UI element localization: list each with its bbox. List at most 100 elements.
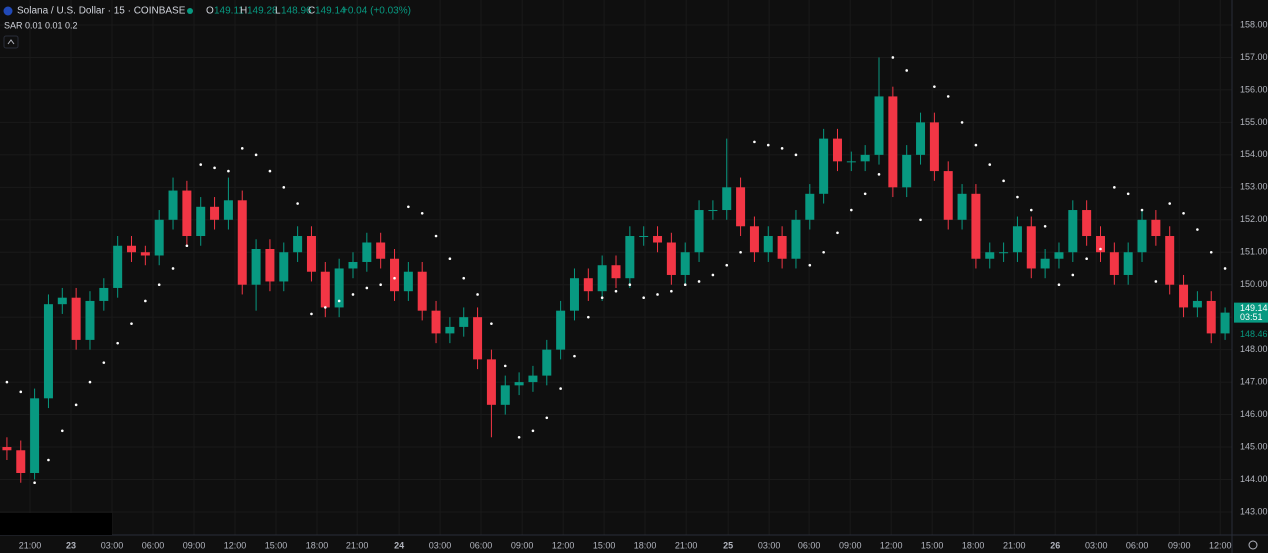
- sar-dot: [753, 140, 756, 144]
- candle-body: [556, 310, 566, 350]
- sar-dot: [19, 390, 23, 394]
- x-tick-label: 18:00: [962, 540, 985, 550]
- candle-body: [1123, 252, 1133, 275]
- candle-body: [348, 261, 358, 269]
- sar-dot: [1016, 195, 1019, 199]
- sar-dot: [960, 121, 964, 124]
- candle-body: [99, 287, 109, 301]
- sar-dot: [337, 299, 341, 303]
- x-tick-label: 18:00: [306, 540, 329, 550]
- sar-dot: [1113, 186, 1116, 189]
- symbol-icon: [3, 6, 13, 16]
- sar-dot: [877, 173, 881, 176]
- y-tick-label: 156.00: [1240, 84, 1268, 94]
- legend-h: 149.28: [247, 6, 278, 17]
- candle-body: [805, 193, 815, 220]
- sar-dot: [213, 166, 216, 170]
- candle-body: [2, 447, 12, 451]
- candle-body: [251, 248, 261, 285]
- candle-body: [127, 245, 137, 253]
- sar-dot: [116, 341, 119, 345]
- candle-body: [486, 359, 496, 405]
- sar-dot: [545, 416, 549, 420]
- grid: [0, 0, 1232, 535]
- sar-dot: [102, 361, 106, 364]
- candle-body: [376, 242, 386, 259]
- candle-body: [583, 278, 593, 292]
- sar-dot: [683, 283, 687, 287]
- x-tick-label: 09:00: [183, 540, 206, 550]
- candle-body: [306, 236, 316, 272]
- candle-body: [1151, 219, 1161, 237]
- x-tick-label: 15:00: [921, 540, 944, 550]
- candle-body: [763, 236, 773, 253]
- candle-body: [542, 349, 552, 376]
- sar-dot: [628, 283, 632, 287]
- price-tag-countdown: 03:51: [1240, 312, 1263, 322]
- candle-body: [957, 193, 967, 220]
- x-tick-label: 06:00: [1126, 540, 1149, 550]
- sar-dot: [365, 286, 369, 290]
- sar-dot: [310, 312, 313, 316]
- settings-button[interactable]: [1248, 540, 1258, 550]
- price-tag: [1234, 302, 1268, 323]
- candle-body: [999, 252, 1009, 254]
- sar-dot: [1196, 228, 1199, 231]
- y-tick-label: 151.00: [1240, 247, 1268, 257]
- candle-body: [625, 236, 635, 279]
- candle-body: [985, 252, 995, 259]
- sar-dot: [393, 276, 396, 280]
- sar-dot: [130, 322, 133, 325]
- candle-body: [846, 161, 856, 163]
- sar-dot: [1099, 247, 1102, 251]
- candle-body: [500, 385, 510, 405]
- legend-o: 149.11: [214, 6, 244, 17]
- sar-dot: [33, 481, 36, 485]
- sar-dot: [1043, 224, 1047, 228]
- logo-box: [0, 513, 112, 535]
- sar-dot: [240, 147, 244, 150]
- low-price-value: 148.46: [1240, 329, 1268, 339]
- candle-body: [916, 122, 926, 155]
- sar-dot: [531, 429, 535, 433]
- candle-body: [639, 236, 649, 238]
- sar-dot: [503, 364, 507, 368]
- x-tick-label: 15:00: [593, 540, 616, 550]
- candle-body: [1054, 252, 1064, 259]
- sar-dot: [1002, 179, 1005, 183]
- y-tick-label: 153.00: [1240, 182, 1268, 192]
- sar-dot: [476, 293, 479, 296]
- x-tick-label: 12:00: [880, 540, 903, 550]
- x-tick-label: 24: [394, 540, 404, 550]
- sar-dot: [794, 153, 798, 157]
- collapse-button[interactable]: [3, 35, 19, 49]
- candle-body: [1012, 226, 1022, 253]
- x-tick-label: 03:00: [1085, 540, 1108, 550]
- sar-dot: [1154, 280, 1158, 283]
- low-price-tag: [1234, 328, 1268, 341]
- sar-dot: [324, 306, 327, 309]
- candle-body: [819, 138, 829, 194]
- price-tag-value: 149.14: [1240, 303, 1268, 313]
- y-tick-label: 147.00: [1240, 376, 1268, 386]
- candle-body: [680, 252, 690, 275]
- candle-body: [417, 271, 427, 311]
- sar-dot: [697, 280, 701, 283]
- candle-body: [777, 236, 787, 259]
- x-tick-label: 06:00: [798, 540, 821, 550]
- symbol-title: Solana / U.S. Dollar · 15 · COINBASE: [17, 6, 186, 17]
- sar-dot: [642, 296, 645, 299]
- sar-dot: [656, 293, 659, 296]
- y-tick-label: 143.00: [1240, 506, 1268, 516]
- x-tick-label: 09:00: [839, 540, 862, 550]
- candle-body: [874, 96, 884, 155]
- collapse-icon: [7, 39, 15, 45]
- sar-dot: [157, 283, 161, 287]
- sar-dot: [1209, 250, 1213, 254]
- candle-body: [431, 310, 441, 334]
- candle-body: [16, 450, 26, 473]
- candle-body: [223, 200, 233, 220]
- candle-body: [749, 226, 759, 253]
